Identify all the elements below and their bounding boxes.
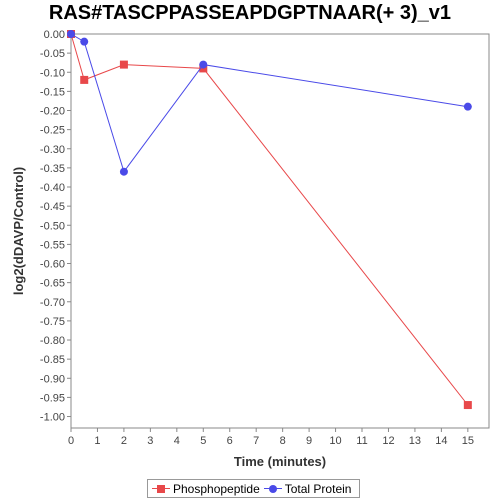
x-tick-label: 14 xyxy=(435,435,447,447)
y-tick-label: -0.70 xyxy=(40,297,65,309)
x-tick-label: 3 xyxy=(147,435,153,447)
x-tick-label: 12 xyxy=(382,435,394,447)
data-point-square xyxy=(119,60,128,69)
legend-item: Total Protein xyxy=(263,481,352,496)
legend: Phosphopeptide Total Protein xyxy=(147,479,361,498)
data-point-circle xyxy=(199,60,208,69)
x-tick-label: 1 xyxy=(94,435,100,447)
y-tick-label: 0.00 xyxy=(44,29,65,41)
plot-area xyxy=(70,33,490,429)
legend-label: Total Protein xyxy=(284,481,352,496)
chart-title: RAS#TASCPPASSEAPDGPTNAAR(+ 3)_v1 xyxy=(48,2,452,24)
data-point-circle xyxy=(67,30,75,38)
data-point-circle xyxy=(463,102,472,111)
x-tick-label: 8 xyxy=(280,435,286,447)
x-axis-label: Time (minutes) xyxy=(234,454,326,469)
y-tick-label: -0.35 xyxy=(40,163,65,175)
y-axis-label: log2(dDAVP/Control) xyxy=(11,167,26,295)
y-tick-label: -0.10 xyxy=(40,67,65,79)
y-tick-label: -0.40 xyxy=(40,182,65,194)
y-tick-label: -0.60 xyxy=(40,259,65,271)
x-tick-label: 5 xyxy=(200,435,206,447)
data-point-circle xyxy=(80,37,89,46)
data-point-circle xyxy=(119,167,128,176)
y-tick-label: -0.05 xyxy=(40,48,65,60)
x-tick-label: 10 xyxy=(329,435,341,447)
x-tick-label: 2 xyxy=(121,435,127,447)
y-tick-label: -0.85 xyxy=(40,354,65,366)
y-tick-label: -0.20 xyxy=(40,106,65,118)
y-tick-label: -0.30 xyxy=(40,144,65,156)
y-tick-label: -0.95 xyxy=(40,392,65,404)
y-tick-label: -0.65 xyxy=(40,278,65,290)
x-axis: 0 1 2 3 4 5 6 7 8 9 10 11 12 13 14 15 xyxy=(68,428,474,447)
y-tick-label: -0.15 xyxy=(40,86,65,98)
x-tick-label: 0 xyxy=(68,435,74,447)
x-tick-label: 4 xyxy=(174,435,180,447)
y-axis: 0.00 -0.05 -0.10 -0.15 -0.20 -0.25 -0.30 -0.35 -… xyxy=(40,29,71,424)
y-tick-label: -0.75 xyxy=(40,316,65,328)
y-tick-label: -0.80 xyxy=(40,335,65,347)
y-tick-label: -1.00 xyxy=(40,412,65,424)
x-tick-label: 15 xyxy=(462,435,474,447)
y-tick-label: -0.50 xyxy=(40,220,65,232)
x-tick-label: 7 xyxy=(253,435,259,447)
x-tick-label: 11 xyxy=(356,435,367,447)
series-layer xyxy=(67,30,472,410)
data-point-square xyxy=(80,75,89,84)
legend-item: Phosphopeptide xyxy=(152,482,260,496)
legend-swatch xyxy=(152,484,170,494)
x-tick-label: 6 xyxy=(227,435,233,447)
legend-swatch xyxy=(263,484,282,494)
legend-label: Phosphopeptide xyxy=(173,481,260,496)
y-tick-label: -0.45 xyxy=(40,201,65,213)
x-tick-label: 13 xyxy=(409,435,421,447)
x-tick-label: 9 xyxy=(306,435,312,447)
data-point-square xyxy=(463,401,472,410)
y-tick-label: -0.90 xyxy=(40,373,65,385)
y-tick-label: -0.55 xyxy=(40,239,65,251)
y-tick-label: -0.25 xyxy=(40,125,65,137)
